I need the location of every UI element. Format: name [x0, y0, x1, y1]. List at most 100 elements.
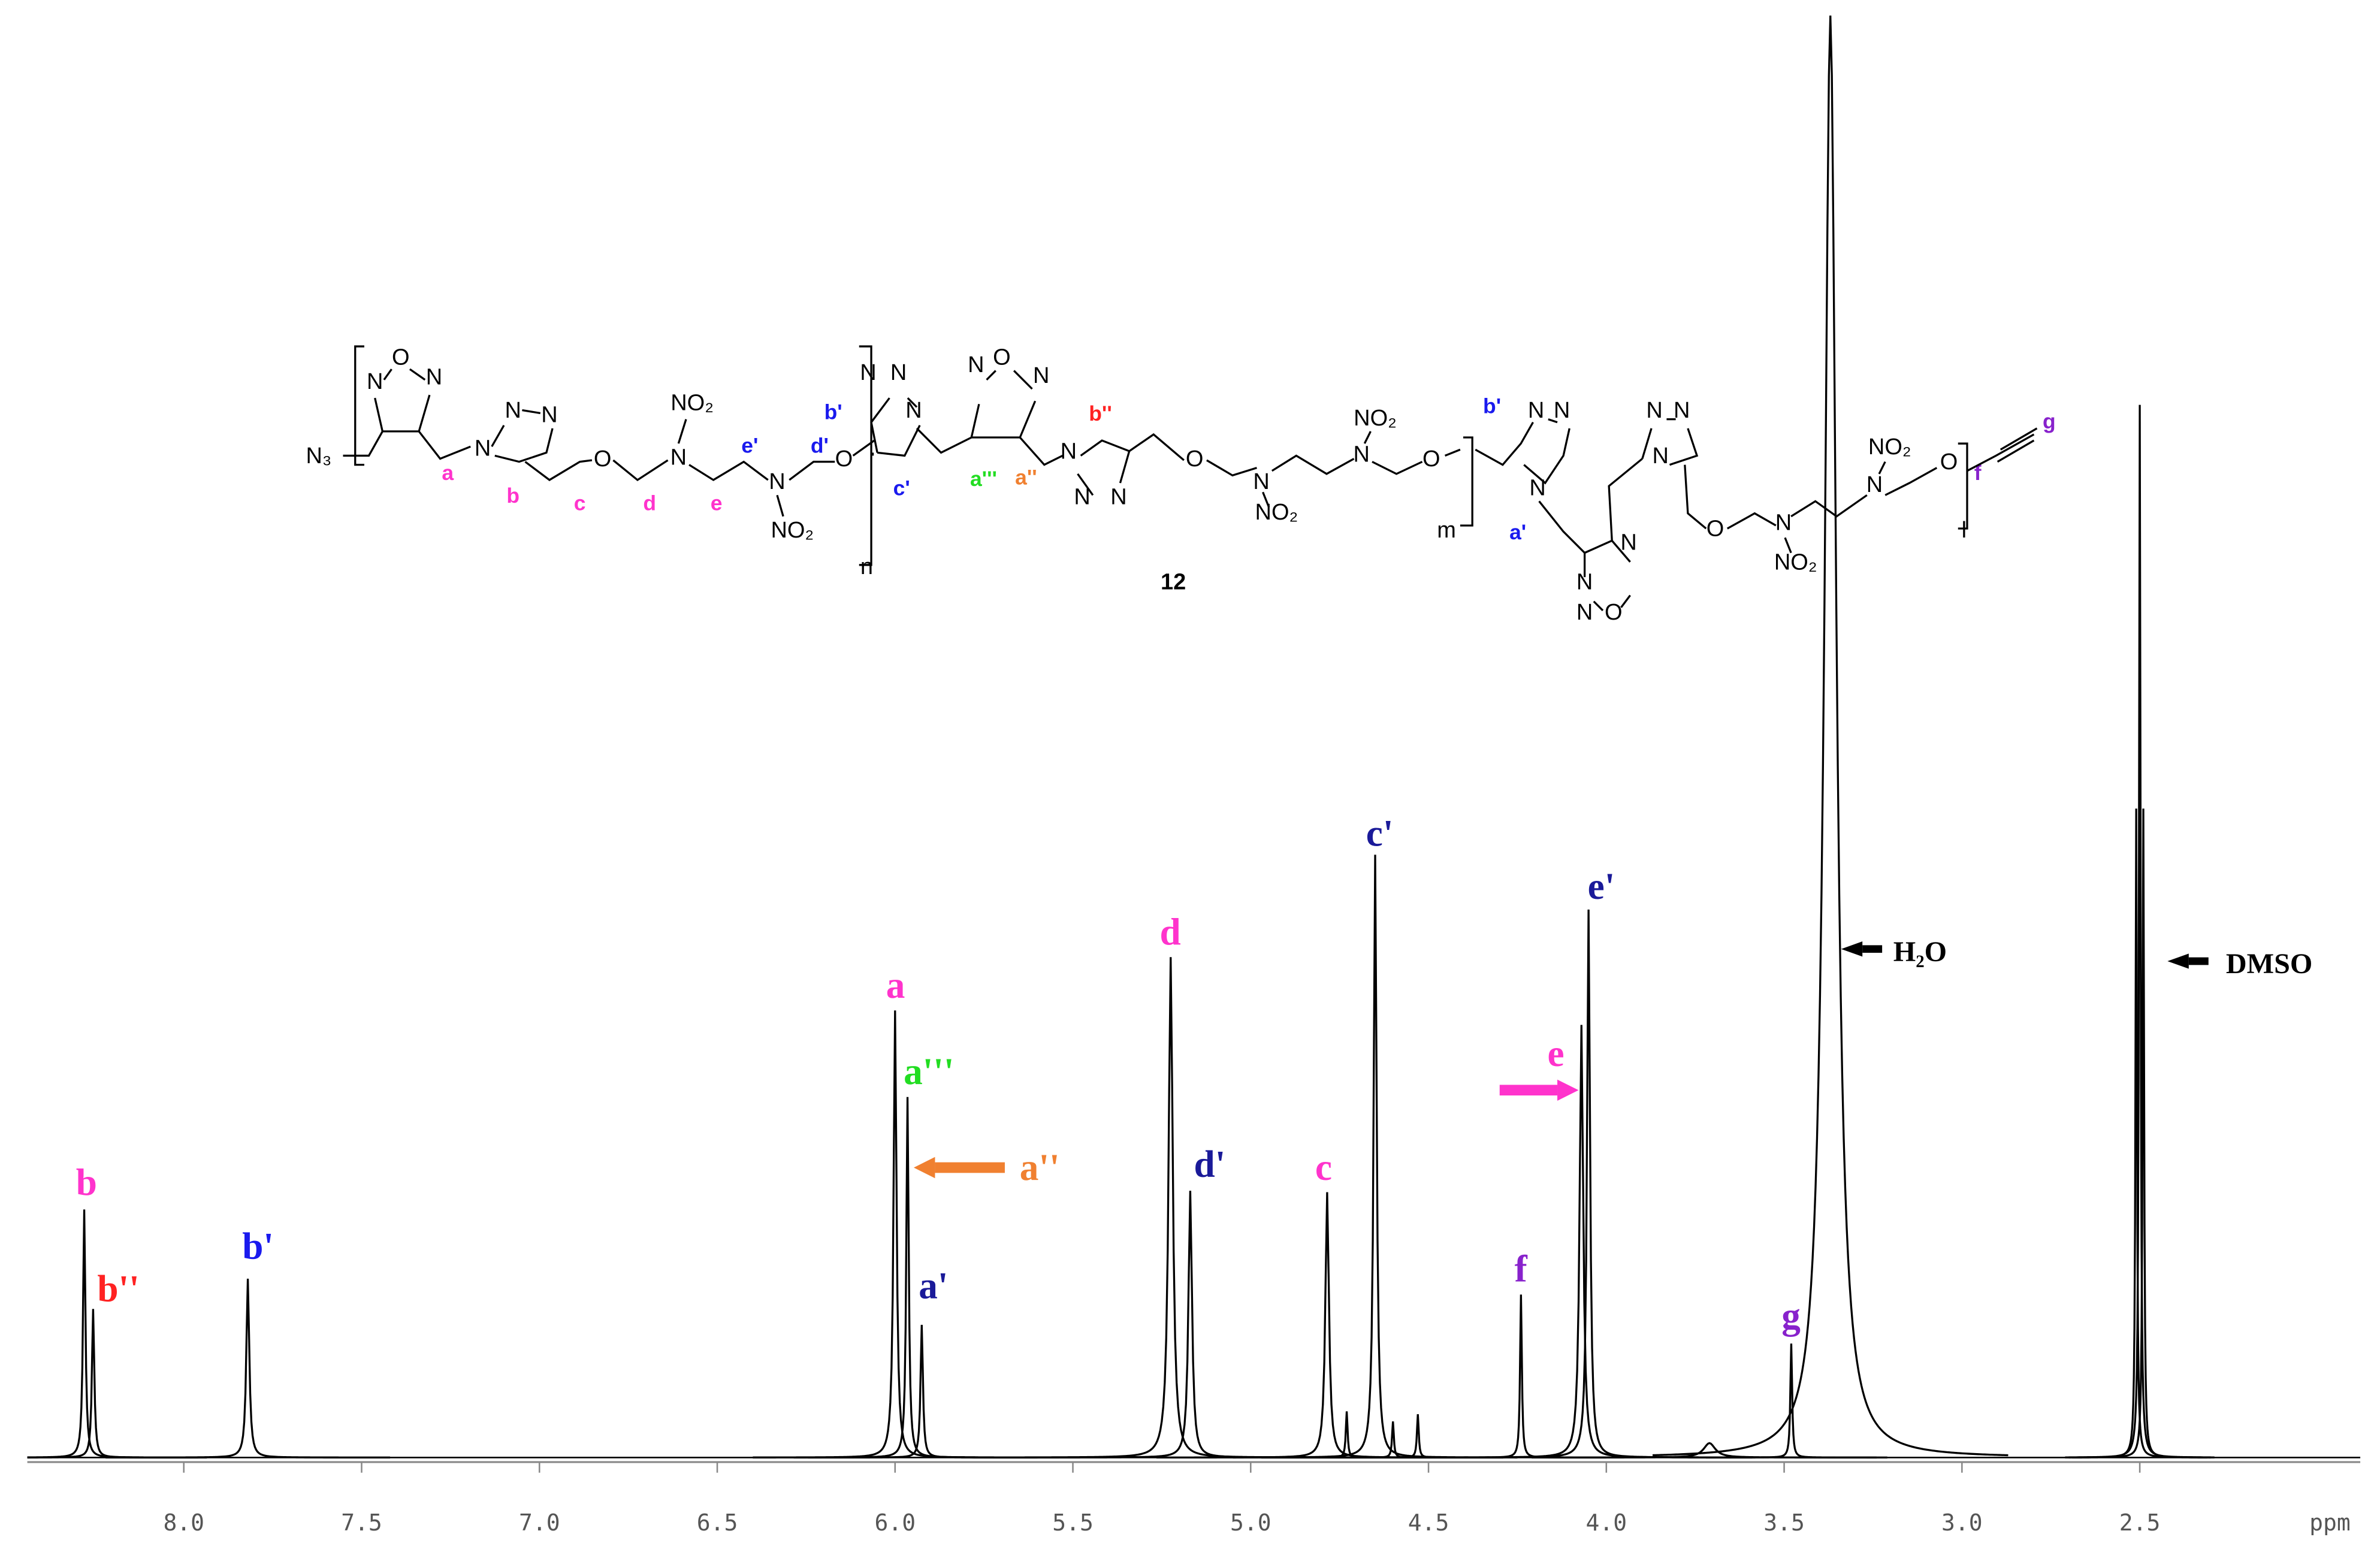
structure-label: d' [811, 433, 829, 457]
atom-label: N [367, 369, 383, 394]
peak-label: d' [1194, 1143, 1226, 1185]
bond [1475, 418, 1643, 611]
x-tick-label: 4.5 [1408, 1509, 1449, 1536]
atom-label: N [1866, 472, 1883, 497]
atom-label: N [1653, 443, 1669, 469]
atom-label: N [505, 398, 521, 423]
atom-label: N [1674, 398, 1690, 423]
x-tick-label: 3.5 [1763, 1509, 1805, 1536]
atom-label: O [1422, 446, 1440, 472]
peak [1532, 1442, 1887, 1459]
atom-label: N [1576, 600, 1593, 625]
structure-label: g [2043, 409, 2056, 433]
peak-label: a [886, 964, 905, 1006]
peak [1446, 909, 1731, 1459]
atom-label: N [1354, 442, 1370, 467]
spectrum [27, 15, 2215, 1459]
peak [1705, 1343, 1877, 1459]
arrow-head [1841, 941, 1863, 957]
atom-label: N [426, 364, 442, 390]
peak [2068, 404, 2211, 1459]
structure-label: b' [1483, 394, 1501, 418]
atom-label: n [860, 554, 873, 579]
atom-label: N [1061, 439, 1077, 464]
atom-label: N [1529, 475, 1545, 500]
atom-label: O [1707, 517, 1724, 542]
atom-label: l [1962, 518, 1967, 543]
structure-label: e [711, 491, 723, 515]
atom-label: N [890, 360, 907, 385]
x-tick-label: 5.0 [1230, 1509, 1271, 1536]
peak-label: b [76, 1161, 97, 1203]
bond [418, 430, 471, 460]
atom-label: N [769, 469, 785, 494]
atom-label: N [968, 352, 984, 378]
x-axis-label: ppm [2309, 1509, 2351, 1536]
structure-label: e' [741, 433, 758, 457]
peak [1019, 1191, 1361, 1459]
bond [859, 345, 872, 566]
arrow-head [913, 1157, 935, 1179]
structure-label: b [506, 484, 520, 508]
structure-label: a'' [1015, 466, 1037, 490]
peak [1233, 855, 1518, 1459]
peak-label: a''' [904, 1050, 954, 1092]
bond [1077, 431, 1423, 508]
bond [343, 431, 383, 457]
peak-label: e' [1588, 865, 1615, 907]
bond [612, 419, 835, 517]
atom-label: m [1437, 518, 1456, 543]
atom-label: O [594, 446, 612, 472]
atom-label: O [1940, 449, 1958, 475]
structure-label: b' [824, 400, 842, 424]
atom-label: NO₂ [771, 518, 814, 543]
peak-label: a' [919, 1264, 948, 1306]
x-tick-label: 6.0 [874, 1509, 916, 1536]
bond [491, 409, 593, 481]
x-tick-label: 4.0 [1586, 1509, 1627, 1536]
peak [992, 957, 1349, 1459]
atom-label: N [1253, 469, 1269, 494]
bond [374, 368, 431, 433]
x-tick-label: 3.0 [1941, 1509, 1983, 1536]
atom-label: NO₂ [1255, 500, 1298, 525]
peak [1652, 15, 2008, 1457]
atom-label: N [1033, 363, 1049, 388]
bond [870, 397, 972, 457]
peak [27, 1209, 198, 1459]
atom-label: NO₂ [1774, 549, 1817, 575]
atom-label: N [670, 445, 687, 470]
atom-label: N [475, 436, 491, 461]
peak-label: d [1159, 911, 1180, 953]
peak-label: H₂O [1893, 936, 1947, 968]
x-tick-label: 2.5 [2119, 1509, 2161, 1536]
peak-label: b'' [97, 1267, 139, 1309]
peak [1156, 1192, 1498, 1459]
structure-label: d [643, 491, 656, 515]
x-tick-label: 7.5 [341, 1509, 382, 1536]
peak-label: e [1547, 1032, 1564, 1074]
arrow-head [1557, 1079, 1579, 1101]
peak-label: DMSO [2226, 948, 2312, 980]
peak-label: g [1781, 1295, 1801, 1337]
atom-label: N [1110, 484, 1126, 509]
atom-label: N [1528, 398, 1544, 423]
atom-label: O [1605, 600, 1623, 625]
x-tick-label: 5.5 [1052, 1509, 1094, 1536]
peak [105, 1278, 390, 1459]
atom-label: N [860, 360, 876, 385]
atom-label: O [835, 446, 853, 472]
peak-label: c [1315, 1146, 1332, 1188]
atom-label: 12 [1161, 569, 1186, 594]
peak [1261, 1411, 1432, 1459]
peak [1411, 1025, 1753, 1459]
atom-label: N [1620, 530, 1636, 555]
peak [793, 1097, 1022, 1459]
bond [1444, 436, 1473, 527]
atom-label: O [1186, 446, 1204, 472]
atom-label: N [1775, 511, 1792, 536]
peak [808, 1324, 1036, 1459]
peak-label: f [1515, 1248, 1528, 1290]
